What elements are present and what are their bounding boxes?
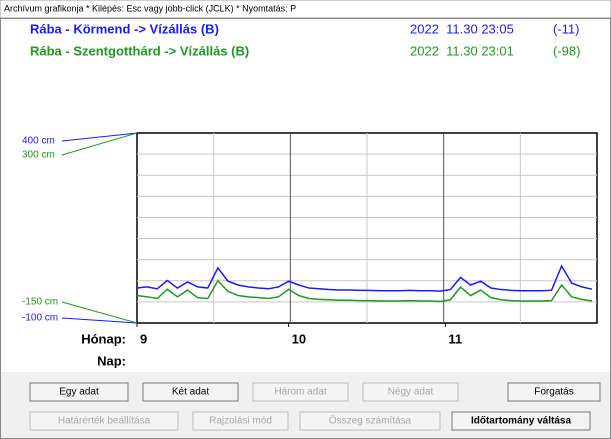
x-tick-label: 11 xyxy=(448,331,462,346)
button xyxy=(362,382,459,402)
window-title: Archívum grafikonja * Kilépés: Esc vagy … xyxy=(4,3,296,13)
series-reading: (-98) xyxy=(553,43,580,58)
button-label[interactable]: Két adat xyxy=(172,387,209,398)
button-label: Rajzolási mód xyxy=(209,416,272,427)
y-tick-label: -100 cm xyxy=(22,313,58,324)
button-label: Három adat xyxy=(274,387,326,398)
button[interactable] xyxy=(142,382,239,402)
button xyxy=(192,411,289,431)
button xyxy=(29,411,179,431)
series-reading: (-11) xyxy=(553,21,579,36)
button xyxy=(252,382,349,402)
series-time: 2022 11.30 23:05 xyxy=(410,21,514,36)
x-axis-label: Hónap: xyxy=(81,331,126,346)
button xyxy=(299,411,441,431)
series-time: 2022 11.30 23:01 xyxy=(410,43,514,58)
y-tick xyxy=(61,301,138,324)
series-name: Rába - Körmend -> Vízállás (B) xyxy=(30,21,219,36)
day-label: Nap: xyxy=(97,353,126,368)
button-label: Összeg számítása xyxy=(329,415,412,427)
y-tick-label: -150 cm xyxy=(22,297,58,308)
button[interactable] xyxy=(451,411,591,431)
button-label: Határérték beállítása xyxy=(58,416,151,427)
button[interactable] xyxy=(507,382,601,402)
y-tick-label: 300 cm xyxy=(22,150,55,161)
y-tick-label: 400 cm xyxy=(22,136,55,147)
button-label[interactable]: Egy adat xyxy=(59,387,99,398)
button-label: Négy adat xyxy=(388,387,434,398)
button-label[interactable]: Időtartomány váltása xyxy=(471,416,571,427)
series-line xyxy=(136,264,593,292)
y-tick xyxy=(61,132,138,156)
series-line xyxy=(136,279,593,303)
button-label[interactable]: Forgatás xyxy=(534,387,573,398)
x-tick-label: 10 xyxy=(292,331,306,346)
button[interactable] xyxy=(29,382,129,402)
y-tick xyxy=(61,317,138,324)
series-name: Rába - Szentgotthárd -> Vízállás (B) xyxy=(30,43,249,58)
y-tick xyxy=(61,132,138,142)
x-tick-label: 9 xyxy=(140,331,147,346)
